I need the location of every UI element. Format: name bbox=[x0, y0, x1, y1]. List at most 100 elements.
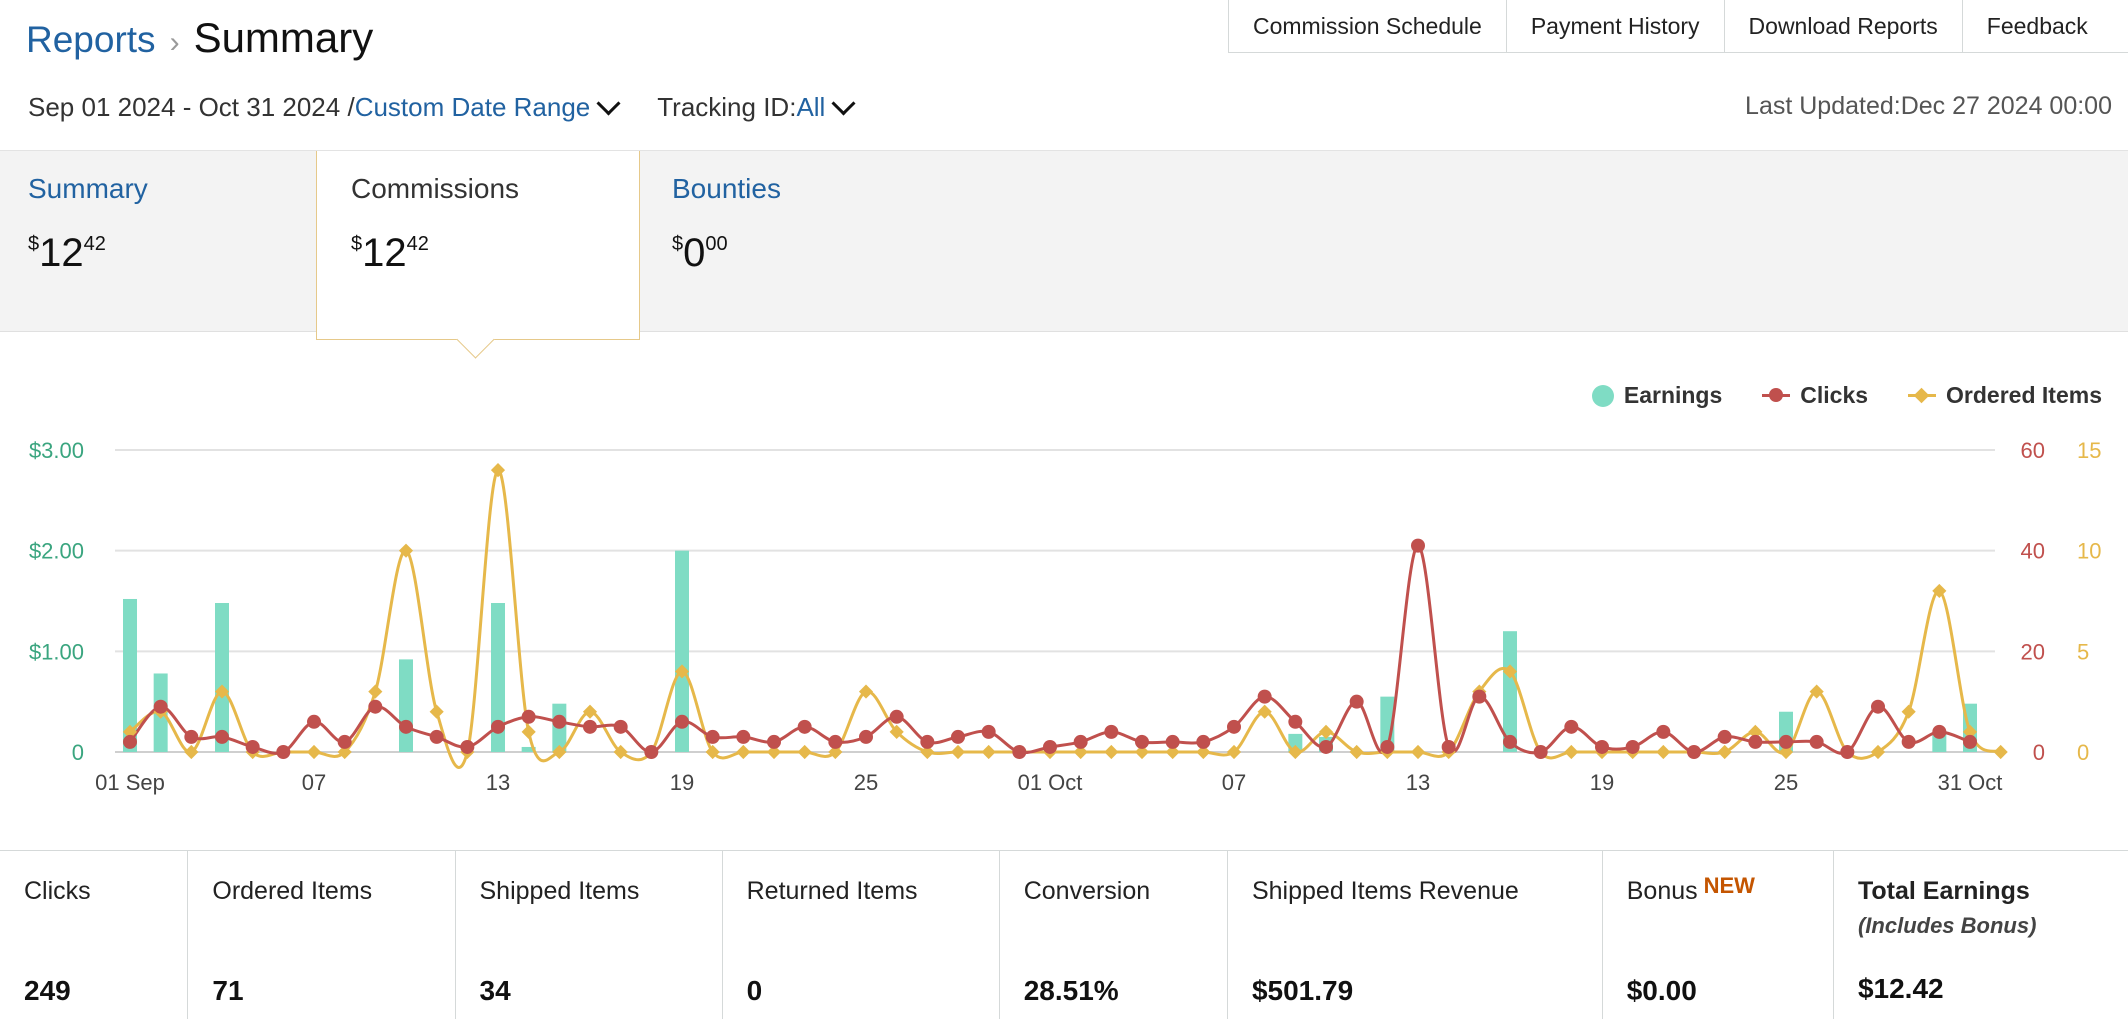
clicks-point bbox=[920, 734, 935, 749]
ordered-items-point bbox=[490, 463, 506, 478]
clicks-point bbox=[951, 729, 965, 744]
clicks-point bbox=[705, 729, 720, 744]
tab-commissions-label[interactable]: Commissions bbox=[351, 173, 520, 204]
breadcrumb-separator-icon: › bbox=[169, 26, 180, 59]
clicks-point bbox=[1932, 724, 1947, 739]
tab-commissions[interactable]: Commissions $1242 bbox=[316, 151, 640, 340]
ordered-items-point bbox=[306, 744, 322, 760]
clicks-point bbox=[797, 719, 812, 734]
stat-label: Shipped Items bbox=[479, 877, 640, 905]
earnings-bar bbox=[521, 746, 536, 752]
stat-label: Clicks bbox=[24, 877, 91, 905]
stat-value: $0.00 bbox=[1626, 975, 1697, 1006]
chevron-down-icon[interactable] bbox=[831, 91, 856, 116]
stat-shipped-items: Shipped Items 34 bbox=[456, 851, 723, 1019]
stat-label: Shipped Items Revenue bbox=[1251, 877, 1519, 905]
clicks-point bbox=[1165, 734, 1180, 749]
y-right-items-tick-label: 5 bbox=[2077, 639, 2089, 664]
ordered-items-point bbox=[521, 724, 536, 739]
ordered-items-point bbox=[1073, 744, 1088, 760]
clicks-point bbox=[1135, 734, 1149, 749]
stat-value: 249 bbox=[24, 975, 71, 1006]
earnings-bar bbox=[491, 603, 505, 752]
tab-summary[interactable]: Summary $1242 bbox=[0, 151, 318, 331]
x-tick-label: 19 bbox=[1590, 770, 1614, 795]
legend-ordered-items[interactable]: Ordered Items bbox=[1908, 382, 2102, 409]
tab-bounties-label[interactable]: Bounties bbox=[672, 173, 781, 204]
ordered-items-point bbox=[1932, 583, 1947, 599]
tab-commissions-value: $1242 bbox=[351, 231, 429, 275]
stat-value: $12.42 bbox=[1857, 973, 1944, 1004]
chevron-down-icon[interactable] bbox=[596, 91, 621, 116]
earnings-bar bbox=[123, 598, 137, 752]
stat-shipped-revenue: Shipped Items Revenue $501.79 bbox=[1228, 851, 1603, 1019]
clicks-point bbox=[1687, 745, 1701, 759]
clicks-point bbox=[429, 729, 444, 744]
clicks-line-icon bbox=[1762, 388, 1791, 402]
clicks-point bbox=[1809, 734, 1824, 749]
clicks-point bbox=[1227, 719, 1241, 734]
tab-summary-label[interactable]: Summary bbox=[28, 173, 148, 204]
ordered-items-point bbox=[368, 684, 383, 699]
page-title: Summary bbox=[193, 14, 374, 61]
clicks-point bbox=[1073, 734, 1088, 749]
filters-bar: Sep 01 2024 - Oct 31 2024 / Custom Date … bbox=[28, 91, 864, 123]
ordered-items-point bbox=[214, 684, 230, 699]
clicks-point bbox=[613, 719, 628, 734]
y-right-items-tick-label: 15 bbox=[2077, 438, 2101, 463]
ordered-items-point bbox=[429, 704, 444, 719]
y-left-tick-label: $1.00 bbox=[29, 639, 84, 664]
stat-label: Bonus NEW bbox=[1626, 873, 1755, 905]
chart-legend: Earnings Clicks Ordered Items bbox=[1591, 382, 2102, 409]
clicks-point bbox=[1257, 689, 1272, 704]
y-left-tick-label: $3.00 bbox=[29, 438, 84, 463]
clicks-point bbox=[1717, 729, 1732, 744]
clicks-point bbox=[1288, 714, 1303, 729]
stat-value: 34 bbox=[479, 975, 511, 1006]
ordered-items-point bbox=[1288, 744, 1303, 760]
feedback-button[interactable]: Feedback bbox=[1986, 12, 2088, 39]
clicks-point bbox=[1779, 734, 1793, 749]
earnings-chart: 0 $1.00 $2.00 $3.00 0 20 40 60 0 5 10 15 01 Sep 07 13 1… bbox=[29, 438, 2102, 795]
x-tick-label: 31 Oct bbox=[1938, 770, 2003, 795]
earnings-bar bbox=[215, 603, 229, 752]
stat-returned-items: Returned Items 0 bbox=[723, 851, 1000, 1019]
clicks-point bbox=[1564, 719, 1579, 734]
ordered-items-point bbox=[1748, 724, 1763, 739]
clicks-point bbox=[460, 739, 475, 754]
ordered-items-point bbox=[1226, 744, 1242, 760]
legend-clicks[interactable]: Clicks bbox=[1762, 382, 1868, 409]
ordered-items-point bbox=[889, 724, 904, 739]
tab-bounties[interactable]: Bounties $000 bbox=[644, 151, 944, 331]
stat-label: Total Earnings bbox=[1857, 877, 2030, 905]
x-tick-label: 13 bbox=[486, 770, 510, 795]
tracking-id-dropdown[interactable]: All bbox=[796, 92, 826, 122]
clicks-point bbox=[1595, 739, 1609, 754]
stat-total-earnings: Total Earnings (Includes Bonus) $12.42 bbox=[1834, 851, 2128, 1019]
ordered-items-point bbox=[582, 704, 598, 719]
ordered-items-point bbox=[766, 744, 782, 760]
clicks-point bbox=[1533, 745, 1548, 759]
commission-schedule-button[interactable]: Commission Schedule bbox=[1229, 0, 1507, 52]
clicks-point bbox=[1349, 694, 1364, 709]
ordered-items-point bbox=[736, 744, 751, 760]
clicks-point bbox=[368, 699, 383, 714]
clicks-point bbox=[1441, 739, 1456, 754]
legend-earnings[interactable]: Earnings bbox=[1591, 382, 1722, 409]
y-right-items-tick-label: 0 bbox=[2077, 740, 2089, 765]
y-right-items-tick-label: 10 bbox=[2077, 539, 2101, 564]
stat-value: $501.79 bbox=[1251, 975, 1354, 1006]
earnings-bar bbox=[1932, 733, 1947, 752]
clicks-point bbox=[828, 734, 843, 749]
clicks-point bbox=[1411, 538, 1425, 553]
ordered-items-point bbox=[613, 744, 628, 760]
x-tick-label: 19 bbox=[670, 770, 694, 795]
download-reports-button[interactable]: Download Reports bbox=[1725, 0, 1963, 52]
breadcrumb-reports-link[interactable]: Reports bbox=[26, 19, 156, 60]
custom-date-range-dropdown[interactable]: Custom Date Range bbox=[354, 92, 591, 122]
payment-history-button[interactable]: Payment History bbox=[1507, 0, 1725, 52]
ordered-items-point bbox=[858, 684, 874, 699]
clicks-point bbox=[1840, 745, 1855, 759]
y-left-tick-label: 0 bbox=[72, 740, 84, 765]
clicks-point bbox=[1503, 734, 1517, 749]
